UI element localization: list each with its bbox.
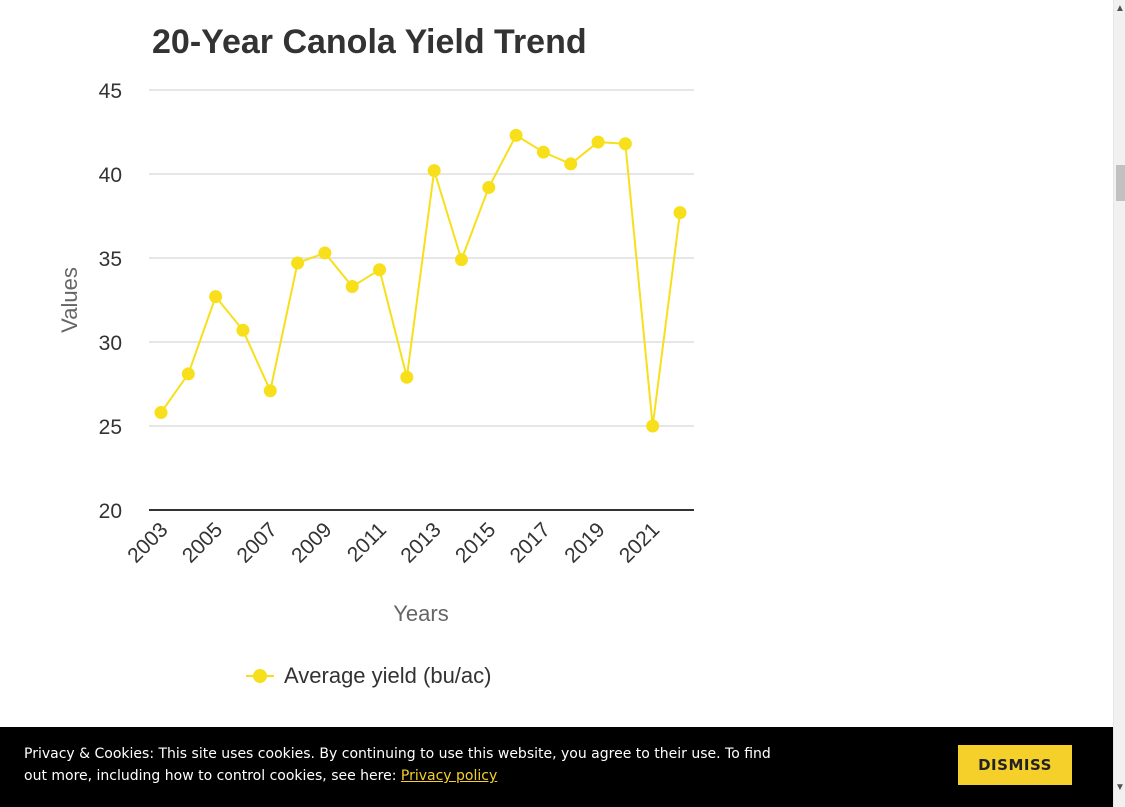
scrollbar-thumb[interactable] xyxy=(1116,165,1125,201)
x-tick-label: 2005 xyxy=(178,518,227,567)
y-tick-label: 40 xyxy=(99,164,122,187)
data-point[interactable] xyxy=(318,246,332,260)
data-point[interactable] xyxy=(536,145,550,159)
series-layer xyxy=(154,128,687,433)
legend-swatch-marker xyxy=(253,669,267,683)
chevron-down-icon[interactable]: ▼ xyxy=(1115,782,1125,793)
y-tick-label: 20 xyxy=(99,500,122,523)
y-tick-label: 25 xyxy=(99,416,122,439)
cookie-banner: Privacy & Cookies: This site uses cookie… xyxy=(0,727,1113,807)
legend-label: Average yield (bu/ac) xyxy=(284,663,492,688)
y-tick-label: 35 xyxy=(99,248,122,271)
data-point[interactable] xyxy=(618,137,632,151)
series-line xyxy=(160,133,681,427)
data-point[interactable] xyxy=(482,180,496,194)
data-point[interactable] xyxy=(454,253,468,267)
x-axis-ticks: 2003 2005 2007 2009 2011 2013 2015 2017 2019 2021 xyxy=(123,518,664,567)
x-tick-label: 2003 xyxy=(123,518,172,567)
y-tick-label: 30 xyxy=(99,332,122,355)
x-tick-label: 2021 xyxy=(615,518,664,567)
privacy-policy-link[interactable]: Privacy policy xyxy=(400,768,498,784)
data-point[interactable] xyxy=(181,367,195,381)
x-tick-label: 2013 xyxy=(396,518,445,567)
y-axis-title: Values xyxy=(57,267,82,333)
chart-title: 20-Year Canola Yield Trend xyxy=(152,23,587,61)
data-point[interactable] xyxy=(646,419,660,433)
x-tick-label: 2019 xyxy=(560,518,609,567)
legend[interactable]: Average yield (bu/ac) xyxy=(246,663,492,688)
data-point[interactable] xyxy=(291,256,305,270)
cookie-message: Privacy & Cookies: This site uses cookie… xyxy=(24,743,784,787)
data-point[interactable] xyxy=(263,384,277,398)
data-point[interactable] xyxy=(400,370,414,384)
vertical-scrollbar[interactable]: ▲ ▼ xyxy=(1113,0,1125,807)
x-tick-label: 2007 xyxy=(233,518,282,567)
data-point[interactable] xyxy=(345,280,359,294)
data-point[interactable] xyxy=(236,323,250,337)
data-point[interactable] xyxy=(154,406,168,420)
grid-lines xyxy=(149,89,694,511)
x-tick-label: 2015 xyxy=(451,518,500,567)
line-chart: 20-Year Canola Yield Trend 202530354045 … xyxy=(57,23,694,688)
x-tick-label: 2011 xyxy=(343,518,391,566)
x-tick-label: 2009 xyxy=(287,518,336,567)
data-point[interactable] xyxy=(564,157,578,171)
y-axis-ticks: 20 25 30 35 40 45 xyxy=(99,80,122,523)
x-axis-title: Years xyxy=(393,601,448,626)
data-point[interactable] xyxy=(509,128,523,142)
chevron-up-icon[interactable]: ▲ xyxy=(1115,3,1125,14)
data-point[interactable] xyxy=(427,164,441,178)
data-point[interactable] xyxy=(373,263,387,277)
cookie-message-text: Privacy & Cookies: This site uses cookie… xyxy=(24,746,771,784)
data-point[interactable] xyxy=(673,206,687,220)
y-tick-label: 45 xyxy=(99,80,122,103)
data-point[interactable] xyxy=(591,135,605,149)
dismiss-button[interactable]: DISMISS xyxy=(958,745,1072,785)
x-tick-label: 2017 xyxy=(506,518,555,567)
data-point[interactable] xyxy=(209,290,223,304)
